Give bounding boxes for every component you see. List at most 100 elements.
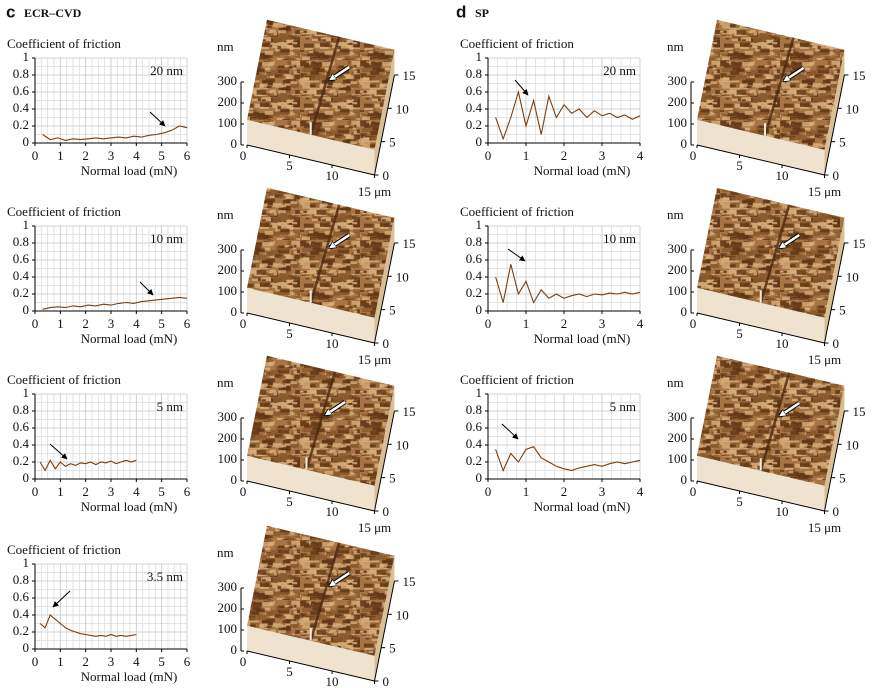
y-tick-label: 0 — [476, 134, 483, 149]
y-tick-label: 0 — [476, 470, 483, 485]
y-tick-label: 1 — [476, 217, 483, 232]
data-line — [495, 89, 641, 141]
z-tick-label: 300 — [218, 241, 238, 256]
annotation: 20 nm — [603, 63, 636, 78]
panel-title: SP — [475, 6, 489, 20]
y-tick-label: 1 — [476, 385, 483, 400]
y-tick-label: 0 — [833, 504, 840, 519]
y-tick-label: 15 — [402, 68, 415, 83]
panel-title: ECR–CVD — [24, 6, 82, 20]
x-axis-title: Normal load (mN) — [534, 331, 631, 346]
z-tick-label: 200 — [668, 94, 688, 109]
surface — [247, 525, 395, 656]
x-tick-label: 0 — [485, 316, 492, 331]
y-tick-label: 1 — [23, 385, 30, 400]
side-face — [824, 385, 845, 511]
x-tick-label: 15 μm — [358, 184, 391, 199]
x-tick-label: 2 — [82, 484, 89, 499]
side-face — [824, 49, 845, 175]
y-tick-label: 0.2 — [13, 285, 29, 300]
x-axis — [246, 480, 375, 512]
annotation: 10 nm — [603, 231, 636, 246]
x-tick-label: 10 — [326, 168, 339, 183]
x-tick-label: 10 — [326, 336, 339, 351]
y-tick-label: 0 — [833, 168, 840, 183]
x-tick-label: 10 — [776, 168, 789, 183]
x-axis-title: Normal load (mN) — [81, 163, 178, 178]
x-tick-label: 6 — [184, 654, 191, 669]
x-axis — [696, 480, 825, 512]
y-tick-label: 10 — [396, 607, 409, 622]
annotation: 5 nm — [157, 399, 183, 414]
panel-letter: c — [6, 2, 15, 21]
surface — [247, 187, 395, 318]
y-tick-label: 1 — [23, 49, 30, 64]
y-axis — [824, 410, 845, 512]
y-tick-label: 10 — [846, 437, 859, 452]
y-axis-title: Coefficient of friction — [7, 542, 121, 557]
z-tick-label: 300 — [218, 73, 238, 88]
z-tick-label: 0 — [681, 304, 688, 319]
y-axis-title: Coefficient of friction — [7, 372, 121, 387]
y-tick-label: 0 — [23, 470, 30, 485]
y-tick-label: 5 — [389, 471, 396, 486]
y-axis-title: Coefficient of friction — [460, 204, 574, 219]
x-tick-label: 0 — [32, 484, 39, 499]
y-axis-title: Coefficient of friction — [7, 204, 121, 219]
x-tick-label: 2 — [561, 484, 568, 499]
y-tick-label: 15 — [852, 236, 865, 251]
x-tick-label: 5 — [158, 484, 165, 499]
z-tick-label: 100 — [668, 115, 688, 130]
x-tick-label: 10 — [776, 336, 789, 351]
y-tick-label: 0.6 — [13, 589, 30, 604]
y-tick-label: 10 — [846, 101, 859, 116]
z-tick-label: 0 — [681, 136, 688, 151]
arrow — [507, 248, 526, 262]
front-face — [697, 287, 825, 343]
side-face — [824, 217, 845, 343]
y-tick-label: 0.6 — [466, 83, 483, 98]
surface — [697, 19, 845, 150]
z-axis-title: nm — [217, 207, 234, 222]
x-tick-label: 5 — [736, 494, 743, 509]
z-tick-label: 200 — [218, 430, 238, 445]
scratch — [759, 372, 791, 472]
front-face — [247, 455, 375, 511]
x-tick-label: 15 μm — [808, 184, 841, 199]
marker-arrow — [780, 401, 800, 416]
x-tick-label: 2 — [82, 316, 89, 331]
annotation: 20 nm — [150, 63, 183, 78]
y-tick-label: 5 — [839, 303, 846, 318]
y-tick-label: 0.8 — [466, 234, 482, 249]
x-tick-label: 2 — [561, 148, 568, 163]
y-tick-label: 0.4 — [13, 268, 30, 283]
y-axis — [824, 242, 845, 344]
y-tick-label: 0.8 — [466, 402, 482, 417]
y-tick-label: 0.8 — [13, 234, 29, 249]
z-tick-label: 200 — [218, 94, 238, 109]
x-axis-title: Normal load (mN) — [534, 163, 631, 178]
arrow — [52, 590, 71, 608]
data-line — [495, 264, 641, 304]
z-tick-label: 0 — [231, 304, 238, 319]
y-tick-label: 15 — [402, 574, 415, 589]
x-tick-label: 4 — [133, 484, 140, 499]
y-tick-label: 0.2 — [13, 623, 29, 638]
surface — [247, 19, 395, 150]
y-tick-label: 0.8 — [13, 66, 29, 81]
y-tick-label: 0 — [23, 302, 30, 317]
annotation: 10 nm — [150, 231, 183, 246]
y-tick-label: 15 — [852, 68, 865, 83]
x-tick-label: 0 — [485, 148, 492, 163]
y-tick-label: 0 — [383, 168, 390, 183]
x-axis — [696, 312, 825, 344]
front-face — [697, 119, 825, 175]
x-tick-label: 2 — [82, 654, 89, 669]
y-tick-label: 0.8 — [466, 66, 482, 81]
x-tick-label: 15 μm — [808, 352, 841, 367]
x-tick-label: 0 — [240, 316, 247, 331]
x-tick-label: 6 — [184, 484, 191, 499]
y-axis — [374, 74, 395, 176]
z-tick-label: 100 — [218, 283, 238, 298]
